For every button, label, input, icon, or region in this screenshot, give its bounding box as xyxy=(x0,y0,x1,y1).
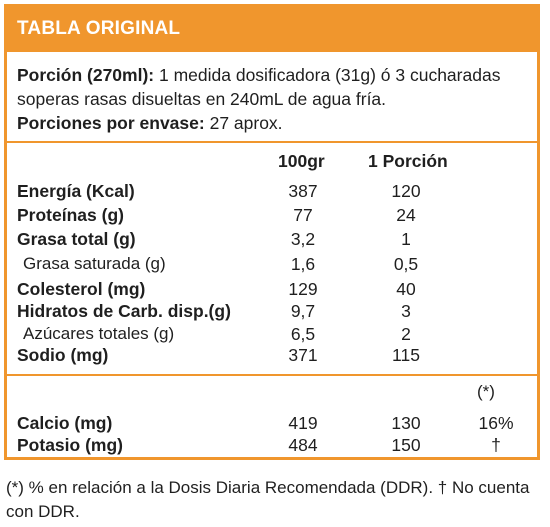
mineral-row: Calcio (mg) 419 130 16% xyxy=(17,411,532,435)
row-value-100gr: 3,2 xyxy=(290,229,316,249)
row-value-portion: 115 xyxy=(392,345,420,365)
serving-info: Porción (270ml): 1 medida dosificadora (… xyxy=(17,63,532,135)
row-value-100gr: 9,7 xyxy=(290,301,316,321)
row-value-100gr: 129 xyxy=(288,279,318,299)
row-label: Azúcares totales (g) xyxy=(23,324,175,343)
row-value-100gr: 77 xyxy=(293,205,313,225)
row-value-portion: 0,5 xyxy=(393,254,419,274)
table-row: Energía (Kcal) 387 120 xyxy=(17,179,532,203)
table-row: Hidratos de Carb. disp.(g) 9,7 3 xyxy=(17,299,532,323)
column-header-100gr: 100gr xyxy=(278,151,325,171)
row-label: Proteínas (g) xyxy=(17,205,124,225)
portion-text: 1 medida dosificadora (31g) ó 3 cucharad… xyxy=(17,65,501,109)
row-value-portion: 120 xyxy=(391,181,421,201)
row-value-ddr: 16% xyxy=(478,413,514,433)
table-row: Grasa saturada (g) 1,6 0,5 xyxy=(17,252,532,276)
row-label: Colesterol (mg) xyxy=(17,279,146,299)
table-header: TABLA ORIGINAL xyxy=(7,7,537,52)
table-row: Azúcares totales (g) 6,5 2 xyxy=(17,322,532,346)
table-row: Sodio (mg) 371 115 xyxy=(17,343,532,367)
footnote: (*) % en relación a la Dosis Diaria Reco… xyxy=(6,478,530,521)
row-value-portion: 24 xyxy=(396,205,416,225)
per-container-text: 27 aprox. xyxy=(204,113,283,133)
row-value-portion: 3 xyxy=(401,301,411,321)
row-value-portion: 130 xyxy=(391,413,421,433)
table-row: Colesterol (mg) 129 40 xyxy=(17,277,532,301)
row-value-portion: 2 xyxy=(401,324,411,344)
nutrition-table: TABLA ORIGINAL Porción (270ml): 1 medida… xyxy=(4,4,540,460)
row-label: Grasa total (g) xyxy=(17,229,136,249)
per-container-line: Porciones por envase: 27 aprox. xyxy=(17,111,532,135)
row-label: Calcio (mg) xyxy=(17,413,113,433)
row-value-portion: 40 xyxy=(396,279,416,299)
row-value-100gr: 371 xyxy=(288,345,318,365)
mineral-row: Potasio (mg) 484 150 † xyxy=(17,433,532,457)
divider-top xyxy=(7,141,537,143)
row-value-portion: 1 xyxy=(401,229,411,249)
table-row: Grasa total (g) 3,2 1 xyxy=(17,227,532,251)
table-title: TABLA ORIGINAL xyxy=(17,18,181,39)
row-value-100gr: 6,5 xyxy=(290,324,316,344)
ddr-column-marker: (*) xyxy=(477,382,495,401)
portion-label: Porción (270ml): xyxy=(17,65,155,85)
column-header-portion: 1 Porción xyxy=(368,151,448,171)
row-label: Grasa saturada (g) xyxy=(23,254,166,273)
row-label: Hidratos de Carb. disp.(g) xyxy=(17,301,231,321)
portion-line: Porción (270ml): 1 medida dosificadora (… xyxy=(17,63,532,111)
table-row: Proteínas (g) 77 24 xyxy=(17,203,532,227)
divider-bottom xyxy=(7,374,537,376)
row-value-portion: 150 xyxy=(391,435,421,455)
row-label: Sodio (mg) xyxy=(17,345,109,365)
row-value-100gr: 387 xyxy=(288,181,318,201)
row-value-100gr: 1,6 xyxy=(290,254,316,274)
row-value-100gr: 419 xyxy=(288,413,318,433)
row-value-ddr: † xyxy=(491,435,501,455)
row-label: Energía (Kcal) xyxy=(17,181,135,201)
per-container-label: Porciones por envase: xyxy=(17,113,205,133)
row-value-100gr: 484 xyxy=(288,435,318,455)
row-label: Potasio (mg) xyxy=(17,435,123,455)
